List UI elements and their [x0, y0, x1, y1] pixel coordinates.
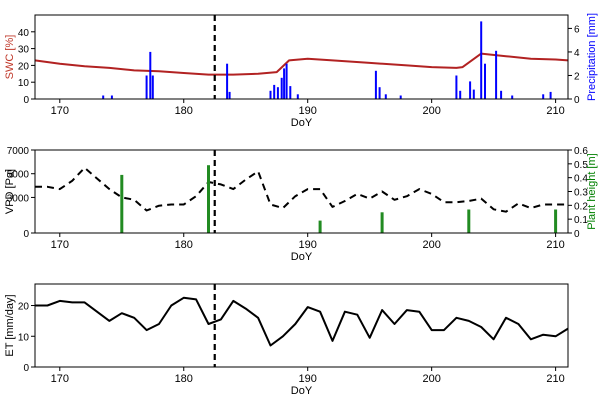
vpd-bar-plant-height [207, 165, 210, 233]
swc-xlabel: DoY [291, 117, 313, 129]
panel-vpd: 170 180 190 200 210 DoY 0 3000 5000 7000 VPD [Pa] 0… [4, 146, 598, 263]
swc-bar-precipitation [285, 63, 288, 99]
swc-bar-precipitation [280, 77, 283, 99]
swc-bar-precipitation [226, 63, 229, 99]
swc-bar-precipitation [399, 95, 402, 99]
swc-bar-precipitation [495, 50, 498, 99]
et-ytick-left-label: 20 [18, 302, 30, 313]
swc-ytick-left-label: 40 [18, 28, 30, 39]
swc-ytick-right-label: 4 [574, 48, 580, 59]
vpd-bar-plant-height [120, 174, 124, 233]
et-xlabel: DoY [291, 385, 313, 397]
vpd-xlabel: DoY [291, 251, 313, 263]
vpd-ytick-right-label: 0 [574, 229, 580, 240]
swc-bar-precipitation [500, 90, 503, 99]
swc-xtick-label: 210 [546, 105, 564, 117]
vpd-ytick-right-label: 0.3 [574, 188, 588, 199]
swc-bar-precipitation [480, 21, 483, 99]
vpd-xtick-label: 210 [546, 239, 564, 251]
swc-ytick-right-label: 0 [574, 95, 580, 106]
swc-bar-precipitation [484, 63, 486, 99]
swc-bar-precipitation [472, 89, 475, 99]
vpd-ytick-left-label: 5000 [7, 170, 30, 181]
swc-xtick-label: 170 [51, 105, 69, 117]
swc-ytick-left-label: 20 [18, 61, 30, 72]
swc-bar-precipitation [296, 94, 299, 99]
et-series-et [35, 296, 569, 347]
et-xtick-label: 190 [299, 373, 317, 385]
vpd-xtick-label: 180 [175, 239, 193, 251]
swc-bar-precipitation [102, 95, 105, 99]
swc-xtick-label: 200 [422, 105, 440, 117]
swc-ytick-left-label: 10 [18, 78, 30, 89]
swc-bar-precipitation [455, 75, 458, 99]
swc-bar-precipitation [145, 75, 148, 99]
swc-bar-precipitation [384, 94, 387, 99]
swc-bar-precipitation [549, 91, 552, 99]
et-ylabel-left: ET [mm/day] [4, 294, 16, 356]
vpd-ytick-right-label: 0.1 [574, 215, 588, 226]
swc-ytick-right-label: 6 [574, 24, 580, 35]
swc-bar-precipitation [149, 51, 152, 99]
swc-ytick-right-label: 2 [574, 71, 580, 82]
swc-bar-precipitation [283, 68, 286, 99]
vpd-bar-plant-height [554, 209, 558, 233]
swc-bar-precipitation [469, 81, 472, 99]
vpd-xtick-label: 200 [422, 239, 440, 251]
swc-bar-precipitation [273, 84, 276, 99]
swc-ylabel-right: Precipitation [mm] [586, 13, 598, 101]
et-ytick-left-label: 10 [18, 332, 30, 343]
vpd-ylabel-right: Plant height [m] [586, 153, 598, 229]
et-xtick-label: 170 [51, 373, 69, 385]
swc-bar-precipitation [289, 86, 292, 99]
vpd-ytick-left-label: 7000 [7, 146, 30, 157]
swc-ylabel-left: SWC [%] [4, 35, 16, 80]
vpd-series-vpd [35, 166, 568, 213]
swc-xtick-label: 190 [299, 105, 317, 117]
vpd-xtick-label: 190 [299, 239, 317, 251]
swc-series-swc [34, 52, 569, 76]
et-ytick-left-label: 0 [23, 363, 29, 374]
et-xtick-label: 200 [422, 373, 440, 385]
vpd-ytick-left-label: 0 [23, 229, 29, 240]
vpd-ytick-right-label: 0.2 [574, 201, 588, 212]
vpd-ytick-right-label: 0.5 [574, 160, 588, 171]
et-plot-frame [34, 283, 569, 368]
vpd-ylabel-left: VPD [Pa] [4, 169, 16, 214]
vpd-xtick-label: 170 [51, 239, 69, 251]
swc-plot-frame [34, 14, 569, 100]
vpd-bar-plant-height [467, 209, 471, 233]
swc-bar-precipitation [110, 95, 113, 99]
vpd-bar-plant-height [380, 212, 384, 234]
et-xtick-label: 180 [175, 373, 193, 385]
swc-ytick-left-label: 0 [23, 95, 29, 106]
swc-ytick-left-label: 30 [18, 45, 30, 56]
swc-bar-precipitation [459, 90, 462, 99]
vpd-ytick-left-label: 3000 [7, 193, 30, 204]
swc-bar-precipitation [276, 87, 279, 99]
swc-bar-precipitation [151, 75, 154, 99]
swc-bar-precipitation [378, 87, 381, 99]
vpd-ytick-right-label: 0.4 [574, 174, 588, 185]
swc-xtick-label: 180 [175, 105, 193, 117]
swc-bar-precipitation [269, 90, 272, 99]
vpd-ytick-right-label: 0.6 [574, 146, 588, 157]
swc-bar-precipitation [228, 91, 231, 99]
swc-bar-precipitation [542, 94, 545, 99]
et-xtick-label: 210 [546, 373, 564, 385]
swc-bar-precipitation [374, 70, 377, 99]
swc-bar-precipitation [511, 95, 514, 99]
vpd-bar-plant-height [318, 220, 322, 233]
